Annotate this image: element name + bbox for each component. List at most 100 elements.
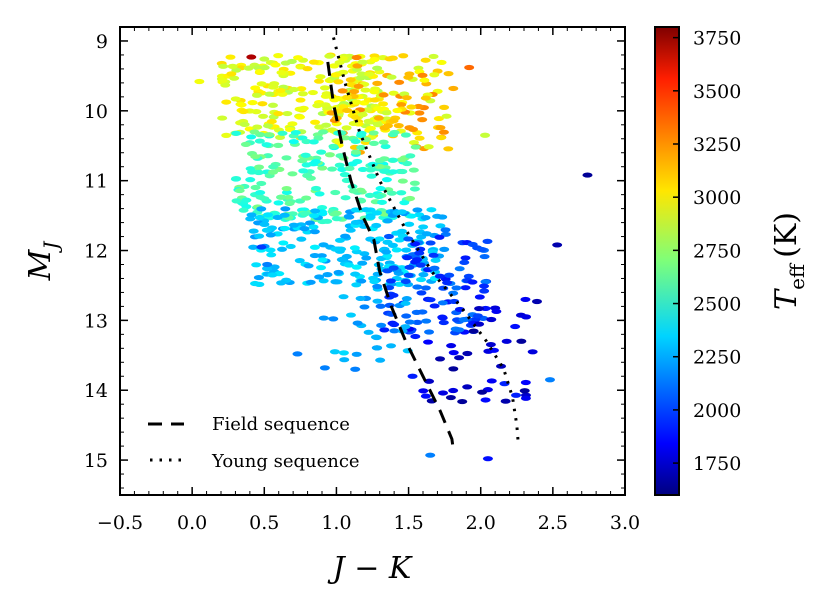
colorbar-tick-label: 3500 <box>693 81 741 103</box>
scatter-point <box>382 239 393 245</box>
scatter-point <box>309 229 320 235</box>
scatter-point <box>296 86 307 92</box>
scatter-point <box>360 87 371 93</box>
scatter-point <box>288 86 299 93</box>
scatter-point <box>437 314 448 320</box>
scatter-point <box>327 166 338 172</box>
scatter-point <box>440 231 451 237</box>
scatter-point <box>389 328 400 334</box>
scatter-point <box>275 134 286 140</box>
scatter-point <box>238 207 249 213</box>
scatter-point <box>334 162 345 168</box>
scatter-point <box>421 231 432 237</box>
scatter-point <box>305 279 316 285</box>
scatter-point <box>414 110 425 116</box>
scatter-point <box>319 85 330 91</box>
scatter-point <box>251 92 262 98</box>
scatter-point <box>318 315 329 321</box>
scatter-point <box>378 139 389 145</box>
scatter-point <box>313 78 324 84</box>
scatter-point <box>340 135 351 141</box>
scatter-point <box>448 85 459 92</box>
scatter-point <box>340 195 351 201</box>
scatter-point <box>352 63 363 69</box>
scatter-point <box>500 398 511 404</box>
scatter-point <box>474 305 485 312</box>
scatter-point <box>373 193 384 200</box>
scatter-point <box>387 55 398 61</box>
scatter-point <box>294 106 305 112</box>
scatter-point <box>454 266 465 272</box>
scatter-point <box>510 323 521 330</box>
scatter-point <box>474 321 485 327</box>
scatter-point <box>482 238 493 244</box>
scatter-point <box>266 252 277 258</box>
scatter-point <box>284 200 295 207</box>
scatter-point <box>462 384 473 390</box>
scatter-point <box>446 343 457 349</box>
scatter-point <box>241 197 252 203</box>
scatter-point <box>217 78 228 84</box>
scatter-point <box>444 272 455 278</box>
scatter-point <box>276 194 287 200</box>
scatter-point <box>330 246 341 252</box>
scatter-point <box>437 300 448 306</box>
colorbar-tick-label: 3750 <box>693 28 741 50</box>
scatter-point <box>334 59 345 66</box>
scatter-point <box>423 144 434 150</box>
scatter-point <box>231 130 242 136</box>
scatter-point <box>351 351 362 357</box>
scatter-point <box>388 118 399 124</box>
scatter-point <box>491 308 502 315</box>
scatter-point <box>425 297 436 303</box>
scatter-point <box>357 111 368 118</box>
scatter-point <box>393 123 404 129</box>
scatter-point <box>308 224 319 230</box>
scatter-point <box>430 257 441 263</box>
scatter-point <box>285 243 296 250</box>
scatter-point <box>356 132 367 138</box>
scatter-point <box>330 72 341 78</box>
scatter-point <box>451 285 462 291</box>
scatter-point <box>351 54 362 61</box>
scatter-point <box>410 241 421 247</box>
scatter-point <box>454 355 465 361</box>
scatter-point <box>307 89 318 96</box>
scatter-point <box>250 184 261 191</box>
scatter-point <box>256 244 267 250</box>
y-tick-label: 9 <box>96 31 108 53</box>
scatter-point <box>254 68 265 75</box>
scatter-point <box>254 233 265 239</box>
scatter-point <box>281 185 292 192</box>
scatter-point <box>416 290 427 296</box>
x-tick-label: −0.5 <box>97 512 143 534</box>
scatter-point <box>386 190 397 196</box>
scatter-point <box>424 378 435 384</box>
scatter-point <box>521 314 532 320</box>
scatter-point <box>351 99 362 105</box>
scatter-point <box>472 313 483 319</box>
scatter-point <box>269 81 280 87</box>
scatter-point <box>445 394 456 401</box>
scatter-point <box>398 53 409 59</box>
scatter-point <box>435 124 446 131</box>
scatter-point <box>418 272 429 278</box>
scatter-point <box>480 397 491 403</box>
scatter-point <box>387 131 398 138</box>
y-tick-label: 11 <box>84 171 108 193</box>
scatter-point <box>429 303 440 309</box>
scatter-point <box>379 156 390 162</box>
scatter-point <box>421 318 432 324</box>
scatter-point <box>458 317 469 323</box>
scatter-point <box>301 195 312 201</box>
scatter-point <box>297 91 308 97</box>
scatter-point <box>248 244 259 250</box>
scatter-point <box>372 65 383 71</box>
scatter-point <box>468 328 479 334</box>
scatter-point <box>302 66 313 72</box>
scatter-point <box>355 75 366 81</box>
plot-frame <box>119 26 626 496</box>
scatter-point <box>396 102 407 108</box>
scatter-point <box>403 236 414 242</box>
scatter-point <box>378 101 389 107</box>
